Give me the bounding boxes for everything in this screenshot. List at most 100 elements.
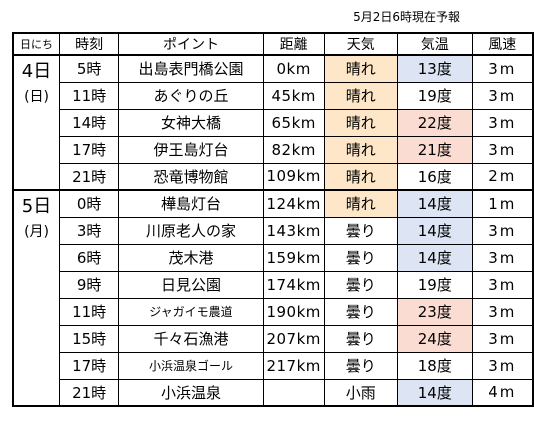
temperature-cell: 23度 <box>397 297 473 326</box>
wind-cell: 3m <box>471 135 534 164</box>
table-row: 17時 伊王島灯台 82km 晴れ 21度 3m <box>13 135 534 164</box>
point-cell: ジャガイモ農道 <box>118 297 264 326</box>
weather-cell: 晴れ <box>323 189 399 218</box>
point-cell: 伊王島灯台 <box>118 135 264 164</box>
table-row: 9時 日見公園 174km 曇り 19度 3m <box>13 270 534 299</box>
day-cell: 5日 (月) <box>12 189 61 407</box>
weather-cell: 晴れ <box>323 54 399 83</box>
wind-cell: 3m <box>471 297 534 326</box>
temperature-cell: 14度 <box>397 378 473 407</box>
distance-cell <box>262 378 325 407</box>
distance-cell: 82km <box>262 135 325 164</box>
weather-cell: 晴れ <box>323 162 399 191</box>
time-cell: 17時 <box>59 351 120 380</box>
time-cell: 14時 <box>59 108 120 137</box>
forecast-timestamp-note: 5月2日6時現在予報 <box>353 10 460 24</box>
point-cell: 恐竜博物館 <box>118 162 264 191</box>
time-cell: 15時 <box>59 324 120 353</box>
time-cell: 11時 <box>59 297 120 326</box>
point-cell: 樺島灯台 <box>118 189 264 218</box>
distance-cell: 207km <box>262 324 325 353</box>
temperature-cell: 16度 <box>397 162 473 191</box>
temperature-cell: 19度 <box>397 270 473 299</box>
point-cell: 小浜温泉ゴール <box>118 351 264 380</box>
weather-cell: 曇り <box>323 351 399 380</box>
temperature-cell: 21度 <box>397 135 473 164</box>
temperature-cell: 22度 <box>397 108 473 137</box>
table-body: 4日 (日) 5時 出島表門橋公園 0km 晴れ 13度 3m 11時 あぐりの丘 45km 晴れ… <box>12 54 534 407</box>
time-cell: 17時 <box>59 135 120 164</box>
point-cell: 茂木港 <box>118 243 264 272</box>
point-cell: 出島表門橋公園 <box>118 54 264 83</box>
weather-cell: 曇り <box>323 270 399 299</box>
wind-cell: 3m <box>471 216 534 245</box>
wind-cell: 1m <box>471 189 534 218</box>
point-cell: 千々石漁港 <box>118 324 264 353</box>
distance-cell: 45km <box>262 81 325 110</box>
header-point: ポイント <box>118 32 264 56</box>
temperature-cell: 14度 <box>397 216 473 245</box>
weather-cell: 曇り <box>323 243 399 272</box>
weather-cell: 曇り <box>323 216 399 245</box>
time-cell: 9時 <box>59 270 120 299</box>
temperature-cell: 24度 <box>397 324 473 353</box>
weekday-label: (月) <box>24 224 49 240</box>
distance-cell: 109km <box>262 162 325 191</box>
time-cell: 6時 <box>59 243 120 272</box>
time-cell: 3時 <box>59 216 120 245</box>
weather-cell: 曇り <box>323 324 399 353</box>
weather-cell: 小雨 <box>323 378 399 407</box>
time-cell: 11時 <box>59 81 120 110</box>
distance-cell: 65km <box>262 108 325 137</box>
wind-cell: 2m <box>471 162 534 191</box>
table-row: 6時 茂木港 159km 曇り 14度 3m <box>13 243 534 272</box>
table-row: 4日 (日) 5時 出島表門橋公園 0km 晴れ 13度 3m <box>12 54 534 191</box>
header-day: 日にち <box>12 32 61 56</box>
distance-cell: 174km <box>262 270 325 299</box>
table-row: 11時 ジャガイモ農道 190km 曇り 23度 3m <box>13 297 534 326</box>
header-temperature: 気温 <box>397 32 473 56</box>
table-row: 14時 女神大橋 65km 晴れ 22度 3m <box>13 108 534 137</box>
wind-cell: 3m <box>471 108 534 137</box>
point-cell: 女神大橋 <box>118 108 264 137</box>
wind-cell: 3m <box>471 270 534 299</box>
table-row: 21時 恐竜博物館 109km 晴れ 16度 2m <box>13 162 534 191</box>
time-cell: 21時 <box>59 162 120 191</box>
wind-cell: 3m <box>471 324 534 353</box>
temperature-cell: 19度 <box>397 81 473 110</box>
point-cell: 日見公園 <box>118 270 264 299</box>
time-cell: 5時 <box>59 54 120 83</box>
day-label: 5日 <box>21 196 52 217</box>
table-row: 5日 (月) 0時 樺島灯台 124km 晴れ 14度 1m <box>12 189 534 407</box>
distance-cell: 143km <box>262 216 325 245</box>
wind-cell: 3m <box>471 81 534 110</box>
distance-cell: 159km <box>262 243 325 272</box>
weather-cell: 晴れ <box>323 108 399 137</box>
weather-cell: 晴れ <box>323 81 399 110</box>
point-cell: 川原老人の家 <box>118 216 264 245</box>
temperature-cell: 14度 <box>397 189 473 218</box>
time-cell: 0時 <box>59 189 120 218</box>
table-row: 17時 小浜温泉ゴール 217km 曇り 18度 3m <box>13 351 534 380</box>
table-row: 11時 あぐりの丘 45km 晴れ 19度 3m <box>13 81 534 110</box>
temperature-cell: 18度 <box>397 351 473 380</box>
table-header-row: 日にち 時刻 ポイント 距離 天気 気温 風速 <box>12 32 534 56</box>
distance-cell: 217km <box>262 351 325 380</box>
weather-cell: 曇り <box>323 297 399 326</box>
header-time: 時刻 <box>59 32 120 56</box>
header-distance: 距離 <box>262 32 325 56</box>
wind-cell: 3m <box>471 351 534 380</box>
temperature-cell: 13度 <box>397 54 473 83</box>
distance-cell: 190km <box>262 297 325 326</box>
day-cell: 4日 (日) <box>12 54 61 191</box>
point-cell: 小浜温泉 <box>118 378 264 407</box>
distance-cell: 124km <box>262 189 325 218</box>
weekday-label: (日) <box>24 89 49 105</box>
table-row: 3時 川原老人の家 143km 曇り 14度 3m <box>13 216 534 245</box>
time-cell: 21時 <box>59 378 120 407</box>
wind-cell: 3m <box>471 243 534 272</box>
weather-cell: 晴れ <box>323 135 399 164</box>
wind-cell: 4m <box>471 378 534 407</box>
point-cell: あぐりの丘 <box>118 81 264 110</box>
header-wind: 風速 <box>471 32 534 56</box>
